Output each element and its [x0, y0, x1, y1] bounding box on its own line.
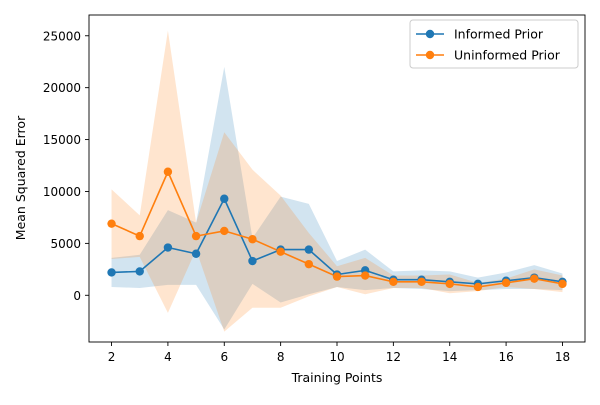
y-tick-label: 25000 [43, 29, 81, 43]
x-tick-label: 18 [555, 350, 570, 364]
x-tick-label: 4 [164, 350, 172, 364]
y-tick-label: 5000 [50, 237, 81, 251]
x-tick-label: 2 [108, 350, 116, 364]
point-uninformed-prior [163, 167, 173, 176]
point-uninformed-prior [501, 278, 511, 288]
x-axis-label: Training Points [291, 370, 383, 385]
legend: Informed Prior Uninformed Prior [409, 19, 579, 69]
point-informed-prior [107, 268, 116, 277]
point-informed-prior [135, 267, 144, 276]
band-uninformed-prior [111, 30, 563, 332]
point-uninformed-prior [417, 277, 426, 286]
y-tick-label: 10000 [43, 185, 81, 199]
point-uninformed-prior [332, 272, 342, 281]
x-tick-label: 6 [220, 350, 228, 364]
point-uninformed-prior [473, 282, 483, 292]
legend-marker-informed [425, 29, 435, 39]
point-informed-prior [163, 243, 173, 252]
y-tick-label: 15000 [43, 133, 81, 147]
legend-frame [409, 19, 579, 69]
x-tick-label: 8 [277, 350, 285, 364]
point-uninformed-prior [360, 271, 370, 280]
point-uninformed-prior [445, 279, 454, 289]
x-tick-label: 12 [386, 350, 401, 364]
point-uninformed-prior [304, 259, 314, 269]
legend-label-informed: Informed Prior [454, 27, 544, 42]
y-axis-label: Mean Squared Error [13, 115, 28, 240]
point-uninformed-prior [389, 277, 398, 286]
point-uninformed-prior [248, 235, 257, 244]
point-uninformed-prior [135, 231, 144, 241]
series-markers [107, 167, 567, 292]
legend-marker-uninformed [425, 50, 435, 60]
x-axis-ticks: 2 4 6 8 10 12 14 16 18 [108, 342, 570, 364]
point-informed-prior [220, 194, 229, 203]
point-informed-prior [248, 256, 257, 266]
point-uninformed-prior [107, 219, 116, 228]
point-informed-prior [191, 249, 201, 258]
confidence-bands [111, 30, 563, 332]
point-uninformed-prior [276, 247, 285, 256]
x-tick-label: 14 [442, 350, 457, 364]
y-axis-ticks: 0 5000 10000 15000 20000 25000 [43, 29, 89, 303]
x-tick-label: 10 [329, 350, 344, 364]
legend-label-uninformed: Uninformed Prior [454, 48, 561, 63]
x-tick-label: 16 [498, 350, 513, 364]
y-tick-label: 0 [73, 289, 81, 303]
point-uninformed-prior [558, 279, 567, 289]
y-tick-label: 20000 [43, 81, 81, 95]
band-informed-prior [111, 66, 563, 330]
point-uninformed-prior [220, 226, 229, 236]
point-uninformed-prior [530, 274, 539, 283]
point-informed-prior [304, 245, 314, 254]
point-uninformed-prior [191, 231, 201, 241]
